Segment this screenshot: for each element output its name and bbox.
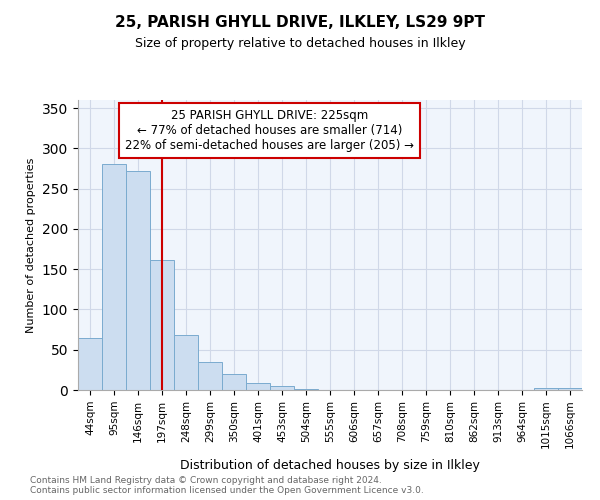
Y-axis label: Number of detached properties: Number of detached properties xyxy=(26,158,37,332)
Bar xyxy=(174,335,198,390)
Bar xyxy=(222,374,246,390)
Bar xyxy=(150,260,174,390)
Bar xyxy=(246,383,270,390)
Bar xyxy=(534,388,558,390)
Bar xyxy=(198,362,222,390)
Bar xyxy=(270,386,294,390)
Bar xyxy=(294,389,318,390)
Bar xyxy=(78,338,102,390)
Text: 25 PARISH GHYLL DRIVE: 225sqm
← 77% of detached houses are smaller (714)
22% of : 25 PARISH GHYLL DRIVE: 225sqm ← 77% of d… xyxy=(125,108,414,152)
Text: Contains HM Land Registry data © Crown copyright and database right 2024.
Contai: Contains HM Land Registry data © Crown c… xyxy=(30,476,424,495)
Text: 25, PARISH GHYLL DRIVE, ILKLEY, LS29 9PT: 25, PARISH GHYLL DRIVE, ILKLEY, LS29 9PT xyxy=(115,15,485,30)
Bar xyxy=(102,164,126,390)
Bar xyxy=(558,388,582,390)
X-axis label: Distribution of detached houses by size in Ilkley: Distribution of detached houses by size … xyxy=(180,460,480,472)
Bar xyxy=(126,171,150,390)
Text: Size of property relative to detached houses in Ilkley: Size of property relative to detached ho… xyxy=(134,38,466,51)
